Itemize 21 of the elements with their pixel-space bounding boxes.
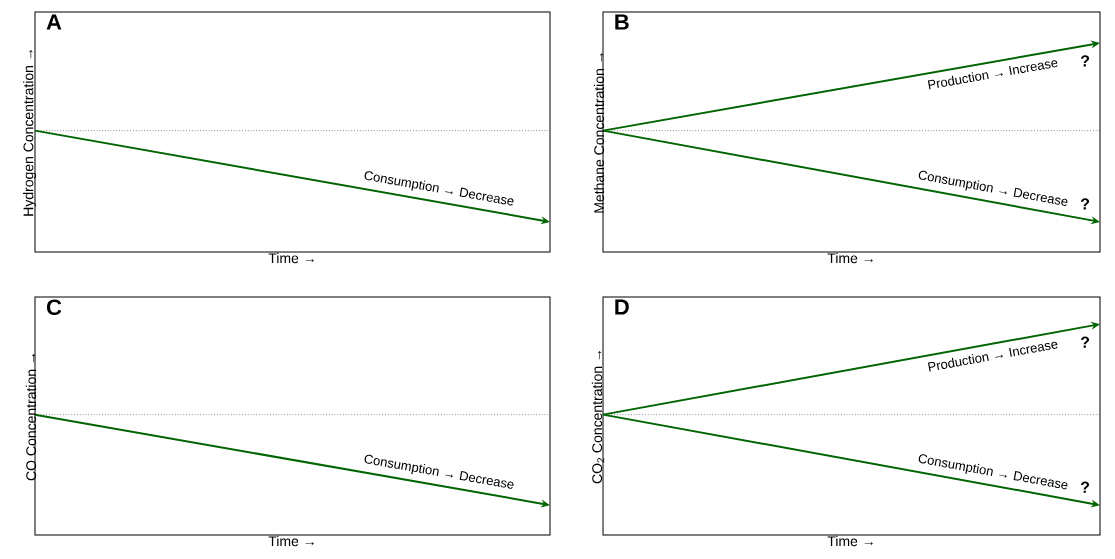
y-axis-title: Methane Concentration → xyxy=(593,53,605,213)
y-axis-title: CO Concentration → xyxy=(25,353,37,481)
text: Production → Increase xyxy=(927,341,1058,372)
chart-title: C xyxy=(46,299,62,316)
x-axis-title: Time → xyxy=(268,535,314,547)
annotation: ? xyxy=(1080,55,1090,67)
text: Production → Increase xyxy=(927,60,1058,90)
chart-title: A xyxy=(46,14,62,30)
text: Consumption → Decrease xyxy=(918,454,1068,490)
x-axis-title: Time → xyxy=(268,252,314,264)
annotation: ? xyxy=(1080,336,1090,348)
annotation: ? xyxy=(1080,481,1090,493)
x-axis-title: Time → xyxy=(827,535,873,547)
y-axis-title: CO$_{2}$ Concentration → xyxy=(591,350,605,484)
text: Consumption → Decrease xyxy=(364,454,514,489)
x-axis-title: Time → xyxy=(827,252,873,264)
chart-title: D xyxy=(615,299,629,315)
text: Consumption → Decrease xyxy=(364,171,514,206)
y-axis-title: Hydrogen Concentration → xyxy=(23,50,37,216)
annotation: ? xyxy=(1080,198,1090,210)
chart-title: B xyxy=(615,14,629,30)
